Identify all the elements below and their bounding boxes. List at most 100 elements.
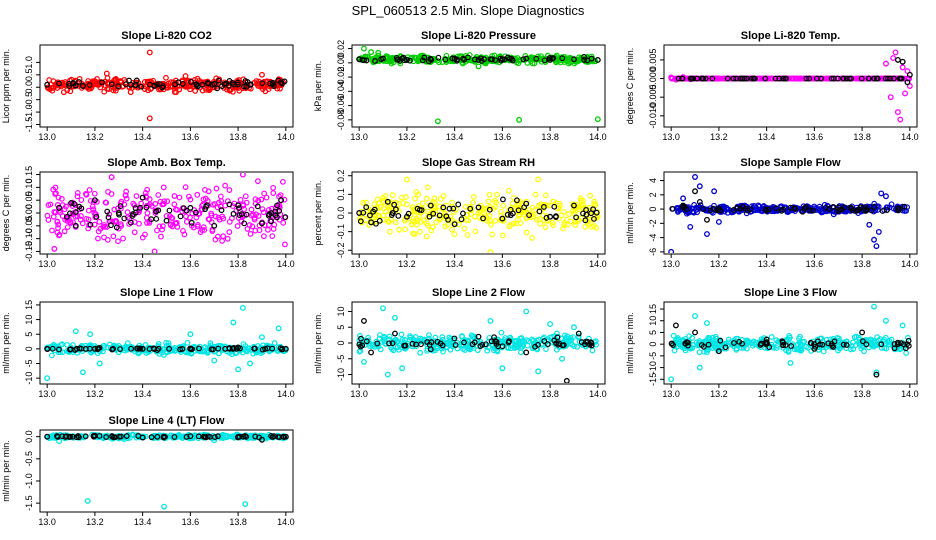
data-point — [690, 205, 697, 212]
data-point — [52, 184, 59, 191]
data-point — [588, 55, 595, 62]
y-tick-label: -0.1 — [336, 224, 346, 240]
data-point — [469, 341, 476, 348]
data-point — [241, 206, 247, 213]
data-point — [154, 227, 160, 234]
data-point — [108, 191, 115, 197]
data-point — [439, 334, 446, 340]
data-point — [434, 118, 441, 125]
data-point — [282, 214, 289, 221]
x-tick-label: 13.6 — [182, 517, 200, 527]
data-point — [475, 63, 482, 70]
data-point — [247, 81, 253, 88]
data-point — [389, 192, 396, 198]
data-point — [259, 220, 265, 227]
data-point — [184, 339, 191, 346]
data-point — [482, 341, 489, 348]
data-point — [810, 207, 816, 214]
data-point — [559, 55, 566, 62]
data-point — [55, 349, 62, 356]
series-subset — [668, 322, 912, 378]
y-tick-label: 10 — [24, 315, 34, 325]
data-point — [277, 345, 284, 352]
data-point — [120, 235, 126, 242]
x-tick-label: 14.0 — [589, 259, 607, 269]
data-point — [269, 79, 276, 86]
data-point — [392, 330, 398, 337]
data-point — [799, 338, 806, 345]
data-point — [216, 216, 223, 223]
y-tick-label: -0.10 — [24, 228, 34, 249]
data-point — [116, 433, 123, 440]
data-point — [571, 324, 577, 331]
data-point — [171, 434, 178, 440]
data-point — [234, 223, 241, 229]
data-point — [165, 340, 172, 347]
data-point — [204, 349, 211, 356]
data-point — [427, 56, 434, 63]
data-point — [762, 206, 769, 213]
y-tick-label: -0.08 — [336, 110, 346, 131]
data-point — [683, 339, 690, 346]
data-point — [704, 349, 710, 356]
data-point — [551, 337, 558, 344]
data-point — [416, 213, 423, 219]
data-point — [588, 342, 595, 349]
data-point — [510, 220, 517, 227]
data-point — [871, 75, 878, 82]
data-point — [795, 341, 801, 348]
x-tick-label: 13.4 — [134, 389, 152, 399]
data-point — [904, 79, 911, 86]
plot-frame — [663, 301, 918, 385]
data-point — [399, 365, 406, 372]
data-point — [798, 347, 805, 354]
plot-frame — [39, 429, 294, 513]
data-point — [380, 212, 387, 219]
data-point — [523, 308, 530, 315]
y-tick-label: -0.5 — [24, 451, 34, 467]
data-point — [409, 218, 416, 225]
data-point — [484, 205, 490, 212]
data-point — [139, 234, 146, 241]
y-axis-label: Licor ppm per min. — [1, 49, 11, 124]
data-point — [167, 84, 174, 90]
data-point — [700, 206, 707, 213]
data-point — [67, 346, 74, 353]
data-point — [451, 335, 458, 342]
data-point — [150, 77, 157, 84]
data-point — [54, 433, 61, 440]
y-tick-label: -5 — [24, 359, 34, 367]
data-point — [873, 243, 880, 250]
data-point — [902, 90, 909, 97]
data-point — [564, 333, 571, 340]
data-point — [91, 345, 98, 352]
data-point — [156, 81, 163, 87]
data-point — [776, 75, 783, 82]
y-tick-label: -10 — [648, 361, 658, 374]
data-point — [395, 346, 402, 353]
data-point — [148, 216, 155, 223]
data-point — [475, 57, 482, 63]
data-point — [460, 210, 466, 217]
data-point — [515, 216, 521, 223]
data-point — [95, 235, 101, 242]
data-point — [123, 188, 130, 195]
data-point — [137, 204, 143, 211]
data-point — [73, 345, 80, 352]
data-point — [492, 198, 498, 204]
data-point — [583, 211, 590, 218]
data-point — [268, 433, 274, 439]
data-point — [535, 55, 542, 62]
data-point — [535, 341, 541, 348]
data-point — [481, 205, 488, 212]
data-point — [704, 340, 711, 347]
data-point — [563, 377, 570, 383]
data-point — [51, 245, 58, 252]
x-tick-label: 13.4 — [134, 517, 152, 527]
data-point — [281, 78, 288, 85]
data-point — [896, 75, 903, 82]
data-point — [380, 334, 387, 341]
data-point — [87, 331, 94, 338]
data-point — [570, 334, 576, 341]
data-point — [161, 198, 168, 205]
